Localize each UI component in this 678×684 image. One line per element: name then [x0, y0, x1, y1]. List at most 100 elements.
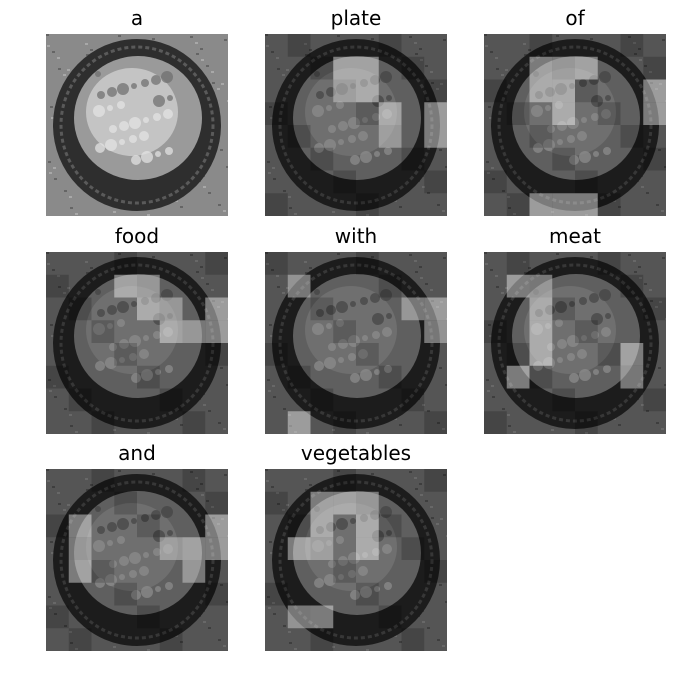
cloth-texture: [57, 57, 60, 59]
food-piece: [581, 117, 587, 123]
attention-cell-low: [401, 297, 425, 321]
cloth-texture: [437, 639, 440, 641]
panel-title: vegetables: [300, 441, 412, 465]
cloth-texture: [440, 83, 443, 85]
attention-cell-low: [287, 365, 311, 389]
food-piece: [119, 556, 129, 566]
cloth-texture: [52, 269, 55, 271]
cloth-texture: [366, 214, 369, 216]
food-piece: [350, 301, 356, 307]
plate-rim-pattern: [59, 45, 215, 205]
cloth-texture: [152, 256, 155, 258]
food-piece: [95, 361, 105, 371]
plate-photo: [484, 34, 666, 216]
cloth-texture: [492, 178, 495, 180]
food-piece: [107, 540, 113, 546]
food-piece: [348, 117, 360, 129]
cloth-texture: [523, 43, 526, 45]
food-piece: [109, 343, 117, 351]
food-piece: [129, 570, 137, 578]
food-piece: [543, 357, 555, 369]
cloth-texture: [305, 272, 308, 274]
cloth-texture: [201, 494, 204, 496]
cloth-texture: [332, 646, 335, 648]
attention-cell-low: [205, 252, 228, 275]
food-piece: [161, 506, 173, 518]
cloth-texture: [495, 275, 498, 277]
cloth-texture: [180, 424, 183, 426]
cloth-texture: [430, 506, 433, 508]
food-piece: [141, 369, 153, 381]
attention-cell-high: [182, 560, 206, 583]
food-piece: [372, 331, 380, 339]
cloth-texture: [227, 100, 228, 102]
food-piece: [107, 305, 117, 315]
food-piece: [350, 155, 360, 165]
cloth-texture: [505, 69, 508, 71]
cloth-texture: [505, 287, 508, 289]
attention-cell-low: [643, 297, 666, 321]
cloth-texture: [487, 390, 490, 392]
cloth-texture: [175, 635, 178, 637]
attention-cell-low: [137, 274, 160, 298]
panel-title: and: [118, 441, 156, 465]
panel-title: with: [334, 224, 378, 248]
cloth-texture: [58, 286, 61, 288]
cloth-texture: [590, 256, 593, 258]
attention-cell-low: [552, 297, 575, 321]
food-piece: [348, 353, 356, 361]
food-piece: [569, 301, 575, 307]
food-piece: [533, 143, 543, 153]
cloth-texture: [196, 53, 199, 55]
cloth-texture: [51, 552, 54, 554]
cloth-texture: [118, 470, 121, 472]
food-piece: [336, 518, 348, 530]
cloth-texture: [283, 408, 286, 410]
food-piece: [95, 71, 101, 77]
attention-cell-high: [529, 343, 553, 366]
attention-cell-high: [643, 79, 666, 103]
cloth-texture: [484, 34, 487, 36]
cloth-texture: [495, 57, 498, 59]
cloth-texture: [294, 213, 297, 215]
attention-cell-low: [91, 320, 115, 343]
cloth-texture: [524, 272, 527, 274]
attention-cell-low: [159, 388, 183, 412]
attention-cell-low: [484, 411, 507, 434]
cloth-texture: [332, 429, 335, 431]
cloth-texture: [180, 641, 183, 643]
attention-cell-low: [552, 388, 575, 412]
attention-cell-low: [552, 147, 575, 171]
cloth-texture: [269, 541, 272, 543]
cloth-texture: [613, 200, 616, 202]
cloth-texture: [269, 324, 272, 326]
food-piece: [143, 335, 149, 341]
cloth-texture: [425, 65, 428, 67]
food-piece: [153, 113, 161, 121]
food-piece: [129, 353, 137, 361]
food-piece: [141, 151, 153, 163]
food-piece: [374, 586, 380, 592]
food-piece: [155, 151, 161, 157]
attention-cell-low: [575, 170, 598, 194]
attention-cell-low: [378, 514, 402, 538]
food-piece: [336, 319, 344, 327]
cloth-texture: [419, 266, 422, 268]
food-piece: [372, 548, 380, 556]
cloth-texture: [208, 410, 211, 412]
attention-cell-low: [310, 297, 334, 321]
attention-image: [484, 252, 666, 434]
food-piece: [93, 323, 105, 335]
food-piece: [167, 95, 173, 101]
cloth-texture: [211, 71, 214, 73]
plate-photo: [484, 252, 666, 434]
cloth-texture: [489, 335, 492, 337]
attention-cell-low: [356, 102, 379, 125]
cloth-texture: [85, 478, 88, 480]
attention-cell-high: [529, 320, 553, 343]
attention-cell-low: [182, 560, 206, 583]
cloth-texture: [430, 71, 433, 73]
cloth-texture: [269, 106, 272, 108]
food-piece: [605, 95, 611, 101]
cloth-texture: [366, 649, 369, 651]
